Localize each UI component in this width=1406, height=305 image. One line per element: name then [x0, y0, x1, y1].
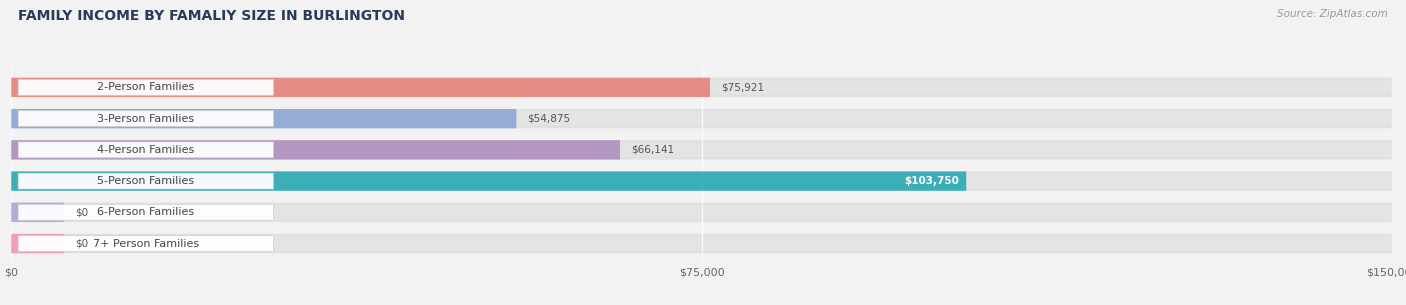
Text: $75,921: $75,921 — [721, 82, 765, 92]
Text: $54,875: $54,875 — [527, 114, 571, 124]
FancyBboxPatch shape — [11, 140, 620, 160]
FancyBboxPatch shape — [11, 203, 1392, 222]
Text: FAMILY INCOME BY FAMALIY SIZE IN BURLINGTON: FAMILY INCOME BY FAMALIY SIZE IN BURLING… — [18, 9, 405, 23]
FancyBboxPatch shape — [11, 203, 63, 222]
FancyBboxPatch shape — [18, 173, 274, 189]
FancyBboxPatch shape — [11, 171, 966, 191]
FancyBboxPatch shape — [11, 111, 1392, 126]
FancyBboxPatch shape — [11, 143, 1392, 157]
FancyBboxPatch shape — [18, 80, 274, 95]
Text: 7+ Person Families: 7+ Person Families — [93, 239, 198, 249]
Text: $0: $0 — [75, 239, 89, 249]
Text: $103,750: $103,750 — [904, 176, 959, 186]
FancyBboxPatch shape — [11, 205, 1392, 220]
Text: 5-Person Families: 5-Person Families — [97, 176, 194, 186]
FancyBboxPatch shape — [11, 109, 516, 128]
FancyBboxPatch shape — [11, 236, 1392, 251]
FancyBboxPatch shape — [11, 80, 1392, 95]
FancyBboxPatch shape — [11, 109, 1392, 128]
Text: 3-Person Families: 3-Person Families — [97, 114, 194, 124]
Text: $66,141: $66,141 — [631, 145, 675, 155]
FancyBboxPatch shape — [18, 111, 274, 127]
FancyBboxPatch shape — [11, 140, 1392, 160]
Text: 6-Person Families: 6-Person Families — [97, 207, 194, 217]
FancyBboxPatch shape — [11, 78, 710, 97]
Text: 4-Person Families: 4-Person Families — [97, 145, 194, 155]
FancyBboxPatch shape — [11, 171, 1392, 191]
FancyBboxPatch shape — [18, 142, 274, 158]
Text: 2-Person Families: 2-Person Families — [97, 82, 194, 92]
FancyBboxPatch shape — [18, 236, 274, 252]
FancyBboxPatch shape — [11, 174, 1392, 188]
FancyBboxPatch shape — [11, 234, 63, 253]
FancyBboxPatch shape — [11, 78, 1392, 97]
FancyBboxPatch shape — [11, 234, 1392, 253]
FancyBboxPatch shape — [18, 204, 274, 220]
Text: $0: $0 — [75, 207, 89, 217]
Text: Source: ZipAtlas.com: Source: ZipAtlas.com — [1277, 9, 1388, 19]
